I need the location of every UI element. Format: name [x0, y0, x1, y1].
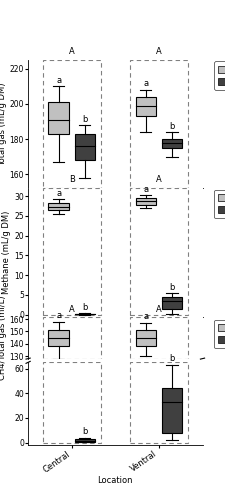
Bar [75, 134, 95, 160]
X-axis label: Location: Location [98, 476, 133, 484]
X-axis label: Location: Location [98, 219, 133, 228]
Bar [136, 97, 156, 116]
Bar [48, 330, 69, 346]
Text: b: b [169, 283, 175, 292]
Text: b: b [82, 302, 88, 312]
Bar [162, 388, 182, 432]
Bar [136, 330, 156, 346]
Bar [162, 462, 182, 500]
X-axis label: Location: Location [98, 347, 133, 356]
Bar [162, 139, 182, 148]
Bar [162, 297, 182, 309]
Bar [75, 440, 95, 442]
Text: b: b [82, 114, 88, 124]
Text: b: b [82, 428, 88, 436]
Text: A: A [156, 176, 162, 184]
Legend: Control, Inhibitor: Control, Inhibitor [214, 190, 225, 218]
Text: b: b [169, 122, 175, 130]
Text: a: a [56, 189, 61, 198]
Text: A: A [156, 305, 162, 314]
Bar [136, 256, 156, 272]
Bar [48, 204, 69, 210]
Y-axis label: Methane (mL/g DM): Methane (mL/g DM) [2, 211, 11, 294]
Text: a: a [143, 80, 148, 88]
Legend: Control, Inhibitor: Control, Inhibitor [214, 62, 225, 90]
Bar [136, 198, 156, 205]
Text: A: A [69, 47, 75, 56]
Legend: Control, Inhibitor: Control, Inhibitor [214, 320, 225, 348]
Text: B: B [69, 176, 75, 184]
Bar [48, 102, 69, 134]
Text: a: a [143, 186, 148, 194]
Text: b: b [169, 354, 175, 363]
Bar [48, 256, 69, 272]
Text: A: A [69, 305, 75, 314]
Text: A: A [156, 47, 162, 56]
Text: a: a [56, 76, 61, 85]
Y-axis label: CH4/Total gas (ml/L): CH4/Total gas (ml/L) [0, 296, 7, 380]
Text: a: a [56, 311, 61, 320]
Text: a: a [143, 312, 148, 321]
Y-axis label: Total gas (mL/g DM): Total gas (mL/g DM) [0, 82, 7, 166]
